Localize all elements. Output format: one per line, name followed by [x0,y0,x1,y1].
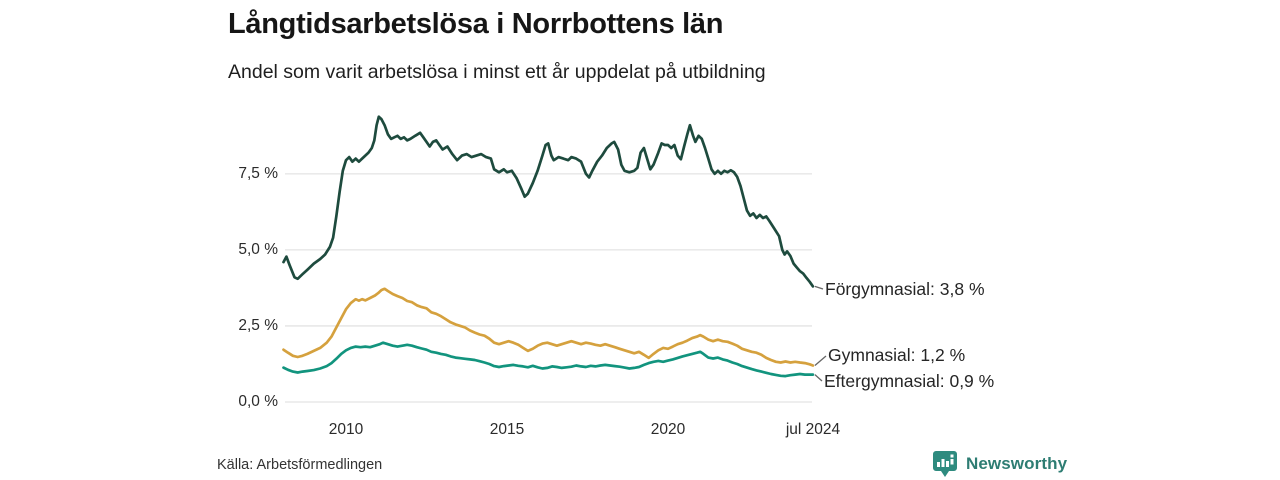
y-axis-tick-7-5: 7,5 % [238,165,278,182]
chart-title: Långtidsarbetslösa i Norrbottens län [228,8,724,40]
x-axis-tick-2020: 2020 [650,421,686,438]
series-label-eftergymnasial: Eftergymnasial: 0,9 % [824,371,995,391]
newsworthy-icon [933,451,957,477]
x-axis-tick-jul-2024: jul 2024 [785,421,841,438]
x-axis-tick-2015: 2015 [489,421,525,438]
x-axis-tick-2010: 2010 [328,421,364,438]
source-note: Källa: Arbetsförmedlingen [217,457,383,473]
newsworthy-logo: Newsworthy [932,450,1067,478]
y-axis-tick-0-0: 0,0 % [238,393,278,410]
series-label-forgymnasial: Förgymnasial: 3,8 % [825,279,985,299]
series-label-gymnasial: Gymnasial: 1,2 % [828,345,966,365]
brand-name: Newsworthy [966,454,1068,473]
chart-subtitle: Andel som varit arbetslösa i minst ett å… [228,61,766,83]
y-axis-tick-2-5: 2,5 % [238,317,278,334]
y-axis-tick-5-0: 5,0 % [238,241,278,258]
